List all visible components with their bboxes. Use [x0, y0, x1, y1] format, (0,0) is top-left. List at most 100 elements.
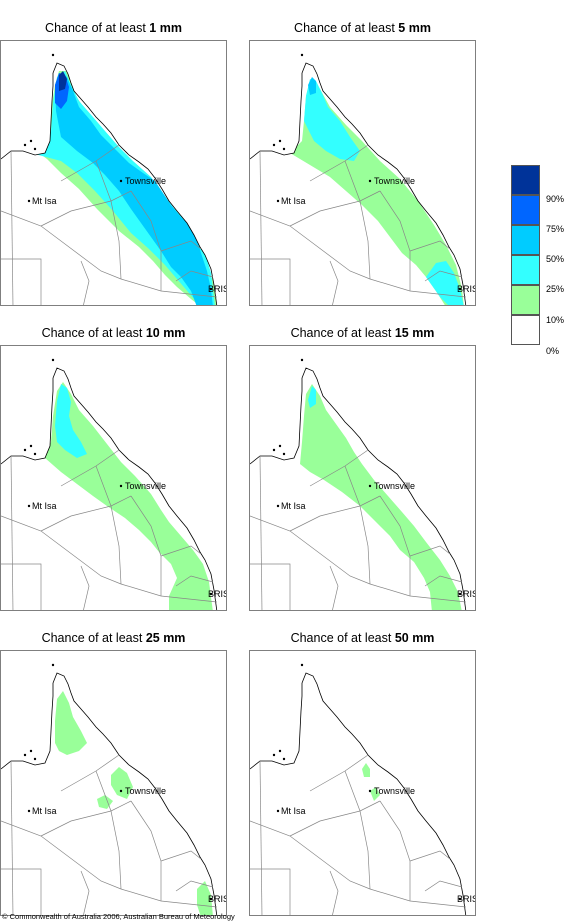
town-marker: [458, 287, 462, 291]
region-boundary: [60, 754, 120, 792]
townsville-label: Townsville: [125, 481, 167, 491]
map-canvas: [1, 358, 218, 610]
town-marker: [368, 789, 372, 793]
island: [282, 452, 286, 456]
region-boundary: [289, 190, 381, 227]
legend-swatch: [511, 225, 540, 255]
probability-zone: [362, 763, 370, 777]
map-canvas: [1, 53, 218, 305]
legend-tick-label: 0%: [546, 346, 560, 356]
town-marker: [458, 592, 462, 596]
region-boundary: [309, 754, 369, 792]
region-boundary: [175, 880, 214, 892]
coastline: [301, 367, 467, 610]
legend-tick-label: 75%: [546, 224, 565, 234]
townsville-label: Townsville: [374, 176, 416, 186]
island: [282, 757, 286, 761]
probability-zone: [197, 881, 213, 915]
legend-swatch: [511, 255, 540, 285]
island: [300, 358, 304, 362]
region-boundary: [259, 455, 263, 610]
island: [23, 448, 27, 452]
panel-title: Chance of at least 25 mm: [41, 631, 186, 645]
probability-zone: [55, 691, 87, 755]
panel-title: Chance of at least 1 mm: [45, 21, 182, 35]
probability-map: Townsville Mt Isa BRIS: [0, 650, 227, 916]
map-canvas: [250, 663, 467, 915]
land-area: [1, 673, 217, 915]
region-boundary: [344, 465, 371, 585]
region-boundary: [259, 760, 263, 915]
island: [29, 749, 33, 753]
region-boundary: [40, 800, 132, 837]
brisbane-label: BRIS: [208, 894, 227, 904]
brisbane-label: BRIS: [457, 894, 476, 904]
legend-tick-label: 25%: [546, 284, 565, 294]
region-boundary: [344, 160, 371, 280]
region-boundary: [10, 150, 14, 305]
island: [278, 444, 282, 448]
island: [23, 753, 27, 757]
probability-map: Townsville Mt Isa BRIS: [249, 650, 476, 916]
region-boundary: [160, 240, 202, 252]
town-marker: [276, 809, 280, 813]
region-boundary: [60, 449, 120, 487]
probability-zone: [111, 767, 133, 799]
mt-isa-label: Mt Isa: [281, 196, 306, 206]
town-marker: [368, 484, 372, 488]
town-marker: [209, 592, 213, 596]
coastline: [301, 672, 467, 915]
townsville-label: Townsville: [125, 176, 167, 186]
land-area: [250, 673, 466, 915]
brisbane-label: BRIS: [208, 589, 227, 599]
mt-isa-label: Mt Isa: [32, 196, 57, 206]
region-boundary: [95, 770, 122, 890]
probability-zone: [59, 71, 67, 91]
island: [23, 143, 27, 147]
coastline: [52, 672, 218, 915]
map-canvas: [250, 358, 467, 610]
region-boundary: [10, 760, 14, 915]
panel-title: Chance of at least 50 mm: [290, 631, 435, 645]
region-boundary: [160, 545, 202, 557]
panel-title: Chance of at least 5 mm: [294, 21, 431, 35]
legend-tick-label: 10%: [546, 315, 565, 325]
region-boundary: [130, 495, 162, 596]
region-boundary: [329, 260, 339, 305]
island: [282, 147, 286, 151]
town-marker: [119, 789, 123, 793]
mt-isa-label: Mt Isa: [32, 501, 57, 511]
gulf-coastline: [250, 378, 303, 465]
region-boundary: [289, 495, 381, 532]
town-marker: [27, 809, 31, 813]
island: [272, 143, 276, 147]
region-boundary: [175, 575, 214, 587]
region-boundary: [130, 800, 162, 901]
copyright-text: © Commonwealth of Australia 2006, Austra…: [2, 912, 235, 921]
region-boundary: [329, 870, 339, 915]
legend-swatch: [511, 165, 540, 195]
town-marker: [458, 897, 462, 901]
region-boundary: [40, 495, 132, 532]
probability-map: Townsville Mt Isa BRIS: [0, 345, 227, 611]
gulf-coastline: [1, 378, 54, 465]
island: [272, 448, 276, 452]
island: [300, 53, 304, 57]
legend-swatch: [511, 285, 540, 315]
island: [33, 452, 37, 456]
region-boundary: [60, 144, 120, 182]
townsville-label: Townsville: [374, 786, 416, 796]
coastline: [52, 62, 218, 305]
legend-swatch: [511, 195, 540, 225]
legend-swatch: [511, 315, 540, 345]
region-boundary: [329, 565, 339, 610]
island: [29, 139, 33, 143]
map-canvas: [250, 53, 467, 305]
region-boundary: [160, 850, 202, 862]
town-marker: [368, 179, 372, 183]
town-marker: [276, 199, 280, 203]
island: [51, 663, 55, 667]
gulf-coastline: [1, 73, 54, 160]
region-boundary: [1, 258, 42, 305]
island: [33, 757, 37, 761]
